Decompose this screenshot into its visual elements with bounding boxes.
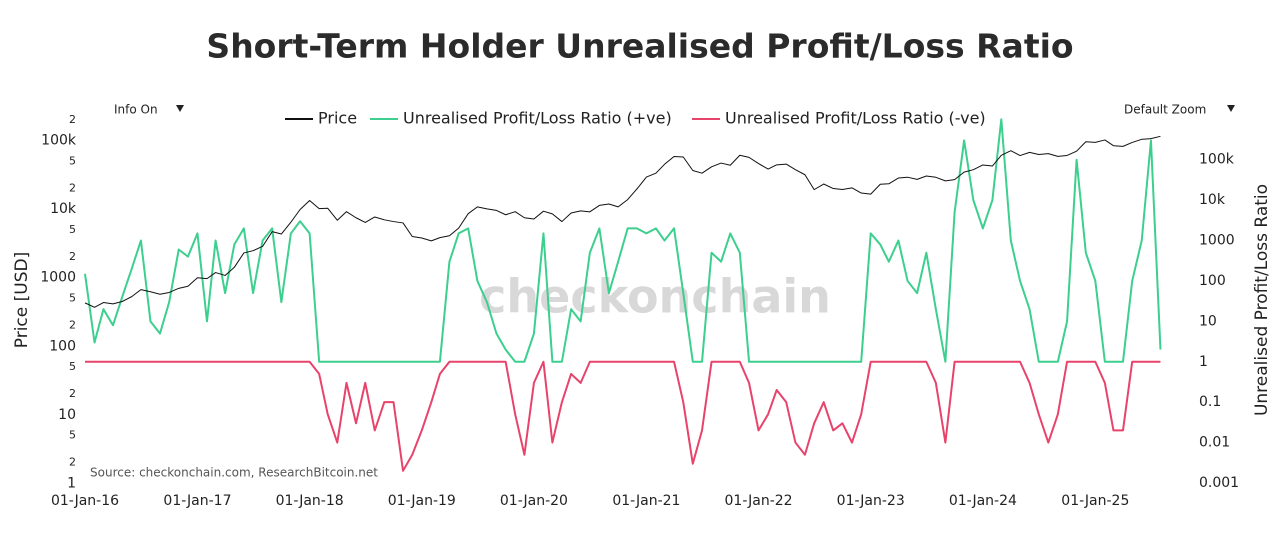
series-line	[84, 135, 1161, 308]
legend-label: Unrealised Profit/Loss Ratio (-ve)	[725, 109, 986, 128]
y-tick-label: 2	[69, 182, 76, 195]
y2-tick-label: 0.01	[1199, 435, 1230, 451]
y-tick-label: 2	[69, 113, 76, 126]
series-line	[84, 118, 1162, 363]
y2-tick-label: 100	[1199, 273, 1226, 289]
x-tick-label: 01-Jan-20	[500, 493, 568, 509]
dropdown-label[interactable]: Info On	[114, 103, 158, 117]
y-tick-label: 5	[69, 291, 76, 304]
x-tick-label: 01-Jan-17	[163, 493, 231, 509]
x-tick-label: 01-Jan-18	[276, 493, 344, 509]
y-tick-label: 2	[69, 456, 76, 469]
zoom-dropdown[interactable]: Default Zoom	[1113, 97, 1241, 121]
y-tick-label: 5	[69, 154, 76, 167]
y-tick-label: 2	[69, 319, 76, 332]
x-tick-label: 01-Jan-21	[612, 493, 680, 509]
dropdown-arrow	[176, 105, 184, 112]
series-line	[85, 360, 1161, 472]
y-tick-label: 5	[69, 428, 76, 441]
info-dropdown[interactable]: Info On	[103, 97, 191, 121]
y2-tick-label: 100k	[1199, 152, 1235, 168]
y-tick-label: 5	[69, 223, 76, 236]
x-tick-label: 01-Jan-23	[837, 493, 905, 509]
x-tick-label: 01-Jan-24	[949, 493, 1017, 509]
y-tick-label: 10	[58, 407, 76, 423]
y2-tick-label: 10k	[1199, 192, 1226, 208]
y2-tick-label: 0.1	[1199, 394, 1221, 410]
x-tick-label: 01-Jan-25	[1061, 493, 1129, 509]
y-tick-label: 1	[67, 475, 76, 491]
dropdown-arrow	[1227, 105, 1235, 112]
y-tick-label: 1000	[40, 270, 76, 286]
y2-tick-label: 0.001	[1199, 475, 1239, 491]
dropdown-label[interactable]: Default Zoom	[1124, 103, 1206, 117]
legend-label: Unrealised Profit/Loss Ratio (+ve)	[403, 109, 672, 128]
watermark: checkonchain	[479, 270, 831, 324]
x-tick-label: 01-Jan-19	[388, 493, 456, 509]
y-axis-title: Price [USD]	[12, 252, 32, 348]
y-tick-label: 100k	[41, 133, 77, 149]
y2-tick-label: 1	[1199, 354, 1208, 370]
x-tick-label: 01-Jan-22	[725, 493, 793, 509]
y2-tick-label: 10	[1199, 313, 1217, 329]
y-tick-label: 5	[69, 360, 76, 373]
chart-title: Short-Term Holder Unrealised Profit/Loss…	[206, 27, 1073, 66]
dropdown-box	[1113, 97, 1241, 121]
y2-axis-title: Unrealised Profit/Loss Ratio	[1252, 184, 1272, 416]
x-tick-label: 01-Jan-16	[51, 493, 119, 509]
y-tick-label: 100	[49, 338, 76, 354]
legend-label: Price	[318, 109, 357, 128]
y-tick-label: 2	[69, 387, 76, 400]
y2-tick-label: 1000	[1199, 233, 1235, 249]
dropdown-box	[103, 97, 191, 121]
source-annotation: Source: checkonchain.com, ResearchBitcoi…	[90, 466, 378, 480]
y-tick-label: 2	[69, 250, 76, 263]
y-tick-label: 10k	[50, 201, 77, 217]
